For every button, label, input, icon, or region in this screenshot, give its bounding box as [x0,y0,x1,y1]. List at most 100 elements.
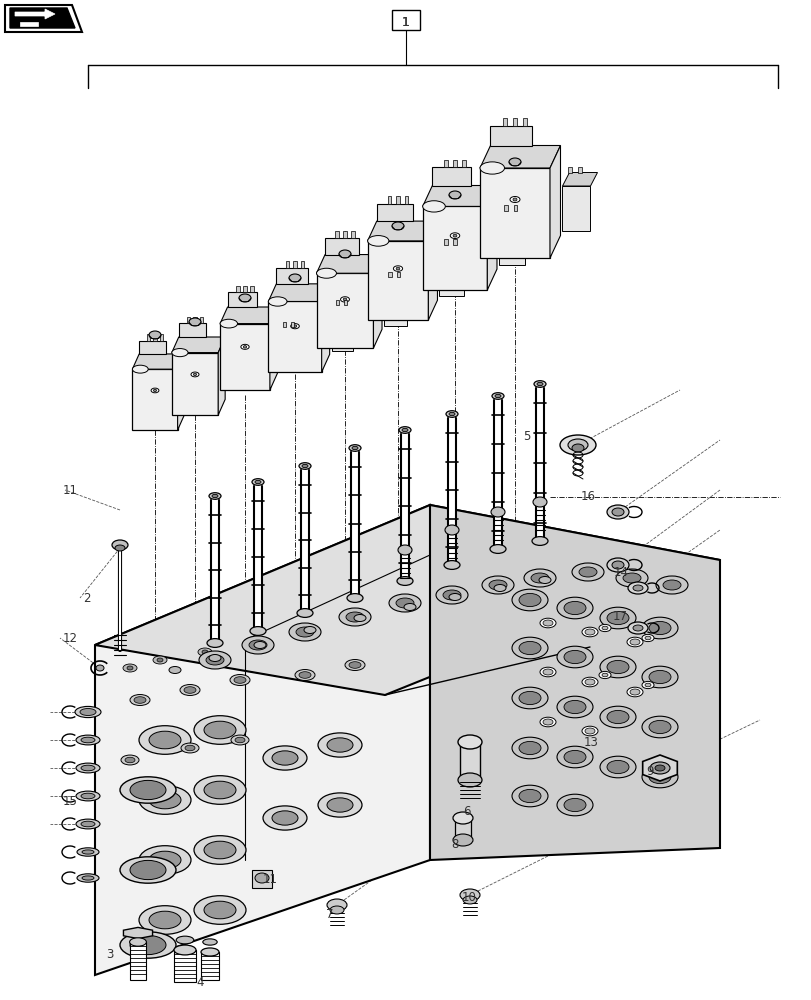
Ellipse shape [76,791,100,801]
Ellipse shape [204,841,236,859]
Ellipse shape [212,494,217,498]
Ellipse shape [81,821,95,827]
Ellipse shape [208,654,221,662]
Ellipse shape [448,593,461,600]
Ellipse shape [234,677,246,683]
Text: 12: 12 [62,632,77,645]
Text: 8: 8 [451,838,458,851]
Ellipse shape [556,597,592,619]
Ellipse shape [648,720,670,734]
Ellipse shape [479,162,504,174]
Ellipse shape [204,901,236,919]
Ellipse shape [121,755,139,765]
Ellipse shape [396,267,399,270]
Polygon shape [439,245,470,257]
Ellipse shape [293,325,296,327]
Ellipse shape [242,636,273,654]
Bar [211,500,219,640]
Ellipse shape [327,738,353,752]
Ellipse shape [443,590,461,600]
Ellipse shape [642,716,677,738]
Ellipse shape [272,811,298,825]
Polygon shape [321,284,329,372]
Ellipse shape [649,762,669,774]
Bar [300,261,304,268]
Ellipse shape [289,274,301,282]
Polygon shape [331,316,353,351]
Bar [396,196,399,204]
Ellipse shape [607,558,629,572]
Ellipse shape [564,750,586,764]
Ellipse shape [629,639,639,645]
Ellipse shape [633,585,642,591]
Polygon shape [268,284,329,301]
Ellipse shape [556,696,592,718]
Ellipse shape [584,728,594,734]
Ellipse shape [543,669,552,675]
Bar [147,334,150,341]
Polygon shape [499,211,530,223]
Ellipse shape [151,388,159,393]
Ellipse shape [176,936,194,944]
Bar [335,300,339,305]
Ellipse shape [444,561,460,569]
Ellipse shape [139,726,191,754]
Ellipse shape [560,435,595,455]
Ellipse shape [599,706,635,728]
Ellipse shape [207,639,223,647]
Ellipse shape [346,594,363,602]
Ellipse shape [77,874,99,882]
Ellipse shape [556,746,592,768]
Ellipse shape [249,640,267,650]
Polygon shape [172,337,225,353]
Ellipse shape [247,642,253,646]
Ellipse shape [318,733,362,757]
Ellipse shape [139,906,191,934]
Ellipse shape [194,896,246,924]
Ellipse shape [564,700,586,714]
Ellipse shape [345,612,363,622]
Ellipse shape [578,567,596,577]
Ellipse shape [648,770,670,784]
Ellipse shape [599,671,610,679]
Bar [343,231,346,238]
Ellipse shape [393,266,402,271]
Polygon shape [384,288,406,326]
Ellipse shape [642,617,677,639]
Polygon shape [269,307,277,390]
Polygon shape [479,146,560,168]
Ellipse shape [202,650,208,654]
Ellipse shape [539,618,556,628]
Ellipse shape [194,836,246,864]
Ellipse shape [457,735,482,749]
Polygon shape [220,307,277,324]
Ellipse shape [531,537,547,545]
Ellipse shape [125,757,135,763]
Ellipse shape [488,580,506,590]
Ellipse shape [354,614,366,621]
Ellipse shape [303,626,315,634]
Polygon shape [487,186,496,290]
Polygon shape [431,167,470,186]
Ellipse shape [448,412,454,416]
Ellipse shape [316,268,336,278]
Ellipse shape [174,945,195,955]
Text: 11: 11 [262,874,277,886]
Ellipse shape [185,745,195,751]
Polygon shape [316,255,381,273]
Ellipse shape [139,846,191,874]
Polygon shape [15,9,55,19]
Polygon shape [490,126,531,146]
Ellipse shape [626,687,642,697]
Ellipse shape [571,563,603,581]
Bar [200,317,203,323]
Ellipse shape [96,665,104,671]
Polygon shape [324,238,358,255]
Ellipse shape [512,589,547,611]
Bar [387,196,391,204]
Ellipse shape [148,911,181,929]
Bar [404,196,408,204]
Ellipse shape [599,756,635,778]
Ellipse shape [543,620,552,626]
Polygon shape [316,273,373,348]
